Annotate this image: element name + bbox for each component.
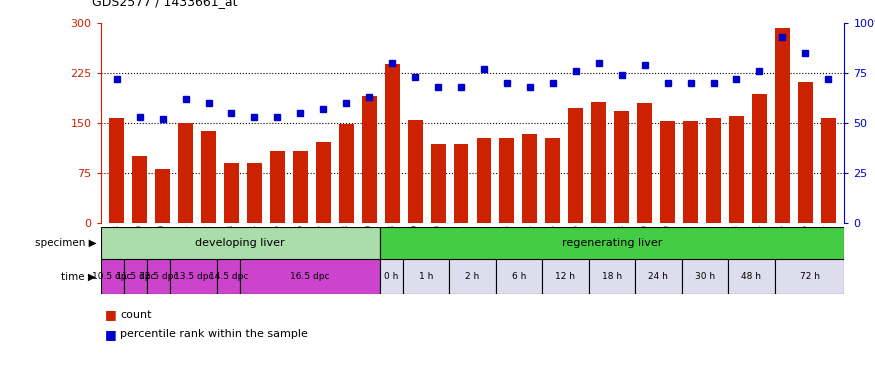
- Bar: [101, 227, 380, 259]
- Bar: [729, 116, 744, 223]
- Bar: [614, 111, 629, 223]
- Bar: [821, 118, 836, 223]
- Bar: [247, 163, 262, 223]
- Bar: [201, 131, 216, 223]
- Text: 1 h: 1 h: [419, 272, 433, 281]
- Bar: [728, 259, 774, 294]
- Bar: [798, 82, 813, 223]
- Bar: [430, 144, 445, 223]
- Bar: [637, 103, 652, 223]
- Text: 13.5 dpc: 13.5 dpc: [174, 272, 214, 281]
- Text: time ▶: time ▶: [61, 271, 96, 281]
- Bar: [147, 259, 171, 294]
- Text: 48 h: 48 h: [741, 272, 761, 281]
- Bar: [402, 259, 449, 294]
- Bar: [449, 259, 496, 294]
- Bar: [339, 124, 354, 223]
- Text: GDS2577 / 1433661_at: GDS2577 / 1433661_at: [92, 0, 237, 8]
- Bar: [682, 259, 728, 294]
- Text: 18 h: 18 h: [602, 272, 622, 281]
- Bar: [706, 118, 721, 223]
- Bar: [171, 259, 217, 294]
- Bar: [752, 94, 766, 223]
- Text: 30 h: 30 h: [695, 272, 715, 281]
- Text: percentile rank within the sample: percentile rank within the sample: [120, 329, 308, 339]
- Bar: [569, 108, 584, 223]
- Text: 12 h: 12 h: [556, 272, 576, 281]
- Bar: [522, 134, 537, 223]
- Bar: [542, 259, 589, 294]
- Text: ■: ■: [105, 328, 116, 341]
- Bar: [124, 259, 147, 294]
- Bar: [270, 151, 285, 223]
- Bar: [293, 151, 308, 223]
- Bar: [683, 121, 698, 223]
- Bar: [109, 118, 124, 223]
- Text: specimen ▶: specimen ▶: [35, 238, 96, 248]
- Text: 6 h: 6 h: [512, 272, 526, 281]
- Bar: [101, 259, 124, 294]
- Text: 14.5 dpc: 14.5 dpc: [209, 272, 248, 281]
- Bar: [453, 144, 468, 223]
- Text: developing liver: developing liver: [195, 238, 285, 248]
- Bar: [589, 259, 635, 294]
- Bar: [545, 137, 560, 223]
- Bar: [496, 259, 542, 294]
- Bar: [224, 163, 239, 223]
- Bar: [774, 259, 844, 294]
- Bar: [132, 156, 147, 223]
- Text: 11.5 dpc: 11.5 dpc: [116, 272, 155, 281]
- Bar: [361, 96, 376, 223]
- Text: count: count: [120, 310, 151, 320]
- Bar: [775, 28, 790, 223]
- Bar: [380, 259, 402, 294]
- Text: 10.5 dpc: 10.5 dpc: [93, 272, 132, 281]
- Bar: [385, 64, 400, 223]
- Bar: [635, 259, 682, 294]
- Bar: [217, 259, 240, 294]
- Text: regenerating liver: regenerating liver: [562, 238, 662, 248]
- Text: 24 h: 24 h: [648, 272, 668, 281]
- Bar: [380, 227, 844, 259]
- Bar: [240, 259, 380, 294]
- Text: 12.5 dpc: 12.5 dpc: [139, 272, 178, 281]
- Bar: [477, 137, 492, 223]
- Bar: [592, 102, 606, 223]
- Bar: [500, 137, 514, 223]
- Bar: [660, 121, 676, 223]
- Text: 0 h: 0 h: [384, 272, 398, 281]
- Text: 16.5 dpc: 16.5 dpc: [290, 272, 330, 281]
- Text: 2 h: 2 h: [466, 272, 480, 281]
- Bar: [155, 169, 170, 223]
- Bar: [178, 123, 193, 223]
- Text: ■: ■: [105, 308, 116, 321]
- Text: 72 h: 72 h: [800, 272, 820, 281]
- Bar: [408, 119, 423, 223]
- Bar: [316, 142, 331, 223]
